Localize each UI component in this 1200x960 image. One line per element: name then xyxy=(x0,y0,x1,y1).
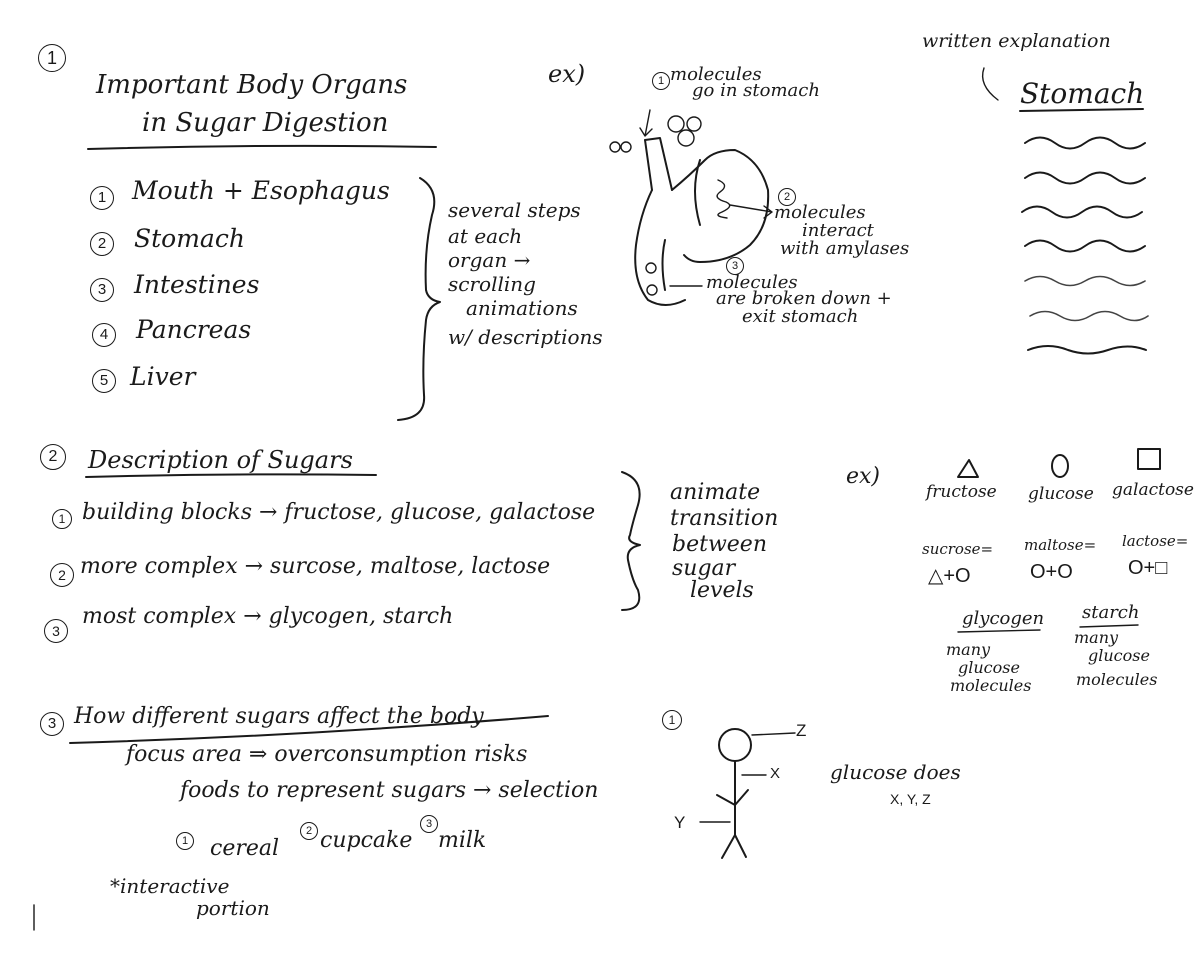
note-line: scrolling xyxy=(448,272,536,296)
section2-example-label: ex) xyxy=(846,464,881,489)
disaccharide-formula: O+□ xyxy=(1128,557,1168,579)
disaccharide-formula: O+O xyxy=(1030,561,1073,583)
section2-title: Description of Sugars xyxy=(88,446,353,474)
polysaccharide-line: molecules xyxy=(1076,670,1158,689)
food-number: 2 xyxy=(300,822,318,840)
step-number: 3 xyxy=(726,257,744,275)
food-number: 1 xyxy=(176,832,194,850)
stomach-underline xyxy=(1019,108,1144,112)
organ-label-liver: Liver xyxy=(130,362,196,391)
step2-line1: molecules xyxy=(774,202,866,223)
section2-number: 2 xyxy=(40,444,66,470)
organ-number: 4 xyxy=(92,323,116,347)
figure-number: 1 xyxy=(662,710,682,730)
note-line: sugar xyxy=(672,556,736,581)
food-label-cereal: cereal xyxy=(210,836,280,861)
brace-section2 xyxy=(621,471,641,611)
organ-number: 2 xyxy=(90,232,114,256)
organ-number: 5 xyxy=(92,369,116,393)
step2-line3: with amylases xyxy=(780,238,910,259)
galactose-square xyxy=(1137,448,1161,470)
glucose-circle xyxy=(1051,454,1069,478)
note-line: organ → xyxy=(448,248,531,272)
glycogen-underline xyxy=(957,629,1041,633)
sugar-label-glucose: glucose xyxy=(1028,484,1094,504)
section1-example-label: ex) xyxy=(548,60,586,88)
step1-line1: molecules xyxy=(670,64,762,85)
section1-title-line1: Important Body Organs xyxy=(96,70,408,100)
section3-underline xyxy=(69,715,549,744)
explanation-bracket xyxy=(981,67,999,101)
food-label-milk: milk xyxy=(438,828,487,853)
section3-title: How different sugars affect the body xyxy=(74,704,484,729)
organ-label-intestines: Intestines xyxy=(134,270,260,299)
organ-label-stomach: Stomach xyxy=(134,224,245,253)
note-line: transition xyxy=(670,506,779,531)
polysaccharide-name-starch: starch xyxy=(1082,602,1140,623)
focus-area-line: focus area ⇒ overconsumption risks xyxy=(126,742,528,767)
step3-line2: are broken down + xyxy=(716,288,892,309)
note-line: animate xyxy=(670,480,761,505)
interactive-note-line1: *interactive xyxy=(110,874,230,898)
section1-number: 1 xyxy=(38,44,66,72)
note-line: animations xyxy=(466,296,578,320)
organ-label-pancreas: Pancreas xyxy=(136,315,252,344)
polysaccharide-line: many xyxy=(1074,628,1119,647)
written-explanation-label: written explanation xyxy=(922,30,1111,52)
foods-line: foods to represent sugars → selection xyxy=(180,778,599,803)
section1-title-line2: in Sugar Digestion xyxy=(142,108,389,138)
note-line: at each xyxy=(448,224,523,248)
level-label: most complex → glycogen, starch xyxy=(82,604,454,629)
level-label: more complex → surcose, maltose, lactose xyxy=(80,554,551,579)
level-label: building blocks → fructose, glucose, gal… xyxy=(82,500,596,525)
sugar-label-galactose: galactose xyxy=(1112,480,1194,500)
step1-line2: go in stomach xyxy=(692,80,820,101)
fructose-triangle xyxy=(957,459,979,478)
step-number: 2 xyxy=(778,188,796,206)
polysaccharide-line: glucose xyxy=(958,658,1020,677)
food-number: 3 xyxy=(420,815,438,833)
organ-number: 3 xyxy=(90,278,114,302)
placeholder-text-lines xyxy=(1021,136,1149,355)
note-line: several steps xyxy=(448,198,581,222)
step3-line3: exit stomach xyxy=(742,306,859,327)
xyz-label: X, Y, Z xyxy=(890,791,931,807)
section3-number: 3 xyxy=(40,712,64,736)
interactive-note-line2: portion xyxy=(196,896,270,920)
note-line: w/ descriptions xyxy=(448,325,603,349)
note-line: between xyxy=(672,532,767,557)
organ-label-mouth: Mouth + Esophagus xyxy=(132,176,390,205)
title-underline xyxy=(87,144,437,150)
figure-label-z: Z xyxy=(796,721,807,740)
glucose-does-label: glucose does xyxy=(830,760,961,784)
food-label-cupcake: cupcake xyxy=(320,828,413,853)
step-number: 1 xyxy=(652,72,670,90)
level-number: 3 xyxy=(44,619,68,643)
figure-label-y: Y xyxy=(674,813,686,832)
stick-figure xyxy=(699,728,796,859)
sugar-label-fructose: fructose xyxy=(926,482,997,502)
level-number: 1 xyxy=(52,509,72,529)
section2-underline xyxy=(85,473,377,478)
organ-number: 1 xyxy=(90,186,114,210)
note-line: levels xyxy=(690,578,754,603)
polysaccharide-line: many xyxy=(946,640,991,659)
starch-underline xyxy=(1079,624,1139,628)
disaccharide-formula: △+O xyxy=(928,565,971,587)
disaccharide-name: maltose= xyxy=(1024,536,1097,554)
polysaccharide-line: glucose xyxy=(1088,646,1150,665)
figure-label-x: X xyxy=(770,765,781,782)
disaccharide-name: lactose= xyxy=(1122,532,1189,550)
step3-line1: molecules xyxy=(706,272,798,293)
polysaccharide-name-glycogen: glycogen xyxy=(962,608,1045,629)
step2-line2: interact xyxy=(802,220,874,241)
stomach-diagram xyxy=(609,109,773,306)
polysaccharide-line: molecules xyxy=(950,676,1032,695)
level-number: 2 xyxy=(50,563,74,587)
disaccharide-name: sucrose= xyxy=(922,540,994,558)
stomach-heading: Stomach xyxy=(1020,77,1145,110)
brace-section1 xyxy=(397,177,441,421)
